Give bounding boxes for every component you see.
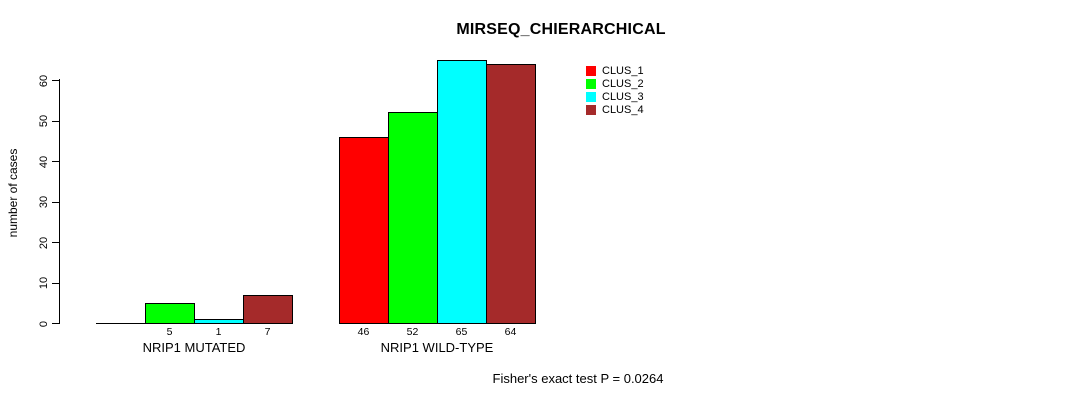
y-tick-label: 10 xyxy=(38,276,50,290)
bar-value-label: 5 xyxy=(166,326,173,338)
y-tick-mark xyxy=(52,282,59,284)
legend-label: CLUS_4 xyxy=(602,104,644,116)
y-axis-line xyxy=(59,79,60,324)
bar-clus_4-2 xyxy=(486,64,536,324)
y-tick-mark xyxy=(52,201,59,203)
bar-clus_4-1 xyxy=(243,295,293,324)
bar-value-label: 64 xyxy=(504,326,517,338)
bar-clus_1-1-zero xyxy=(96,323,146,324)
bar-clus_2-2 xyxy=(388,112,438,324)
y-axis-title: number of cases xyxy=(6,148,20,238)
bar-value-label: 1 xyxy=(215,326,222,338)
y-tick-mark xyxy=(52,161,59,162)
x-category-label: NRIP1 WILD-TYPE xyxy=(380,340,494,355)
y-tick-label: 50 xyxy=(38,114,50,128)
y-tick-label: 60 xyxy=(38,74,50,87)
legend-label: CLUS_2 xyxy=(602,78,644,90)
bar-value-label: 65 xyxy=(455,326,468,338)
legend-color-swatch xyxy=(586,105,596,115)
y-tick-mark xyxy=(52,120,59,122)
y-tick-label: 0 xyxy=(38,320,50,327)
bar-clus_2-1 xyxy=(145,303,195,324)
y-tick-mark xyxy=(52,80,59,81)
legend-color-swatch xyxy=(586,66,596,76)
bar-clus_3-2 xyxy=(437,60,487,324)
y-tick-label: 40 xyxy=(38,155,50,168)
bar-clus_1-2 xyxy=(339,137,389,324)
y-tick-label: 20 xyxy=(38,236,50,249)
legend-color-swatch xyxy=(586,79,596,89)
legend-label: CLUS_3 xyxy=(602,91,644,103)
y-tick-label: 30 xyxy=(38,195,50,209)
bar-value-label: 7 xyxy=(264,326,271,338)
legend-color-swatch xyxy=(586,92,596,102)
legend-label: CLUS_1 xyxy=(602,65,644,77)
y-tick-mark xyxy=(52,323,59,324)
chart-title: MIRSEQ_CHIERARCHICAL xyxy=(456,21,666,38)
x-category-label: NRIP1 MUTATED xyxy=(142,340,246,355)
bar-clus_3-1 xyxy=(194,319,244,324)
footnote-text: Fisher's exact test P = 0.0264 xyxy=(492,371,664,386)
y-tick-mark xyxy=(52,242,59,243)
bar-value-label: 52 xyxy=(406,326,419,338)
bar-value-label: 46 xyxy=(357,326,370,338)
